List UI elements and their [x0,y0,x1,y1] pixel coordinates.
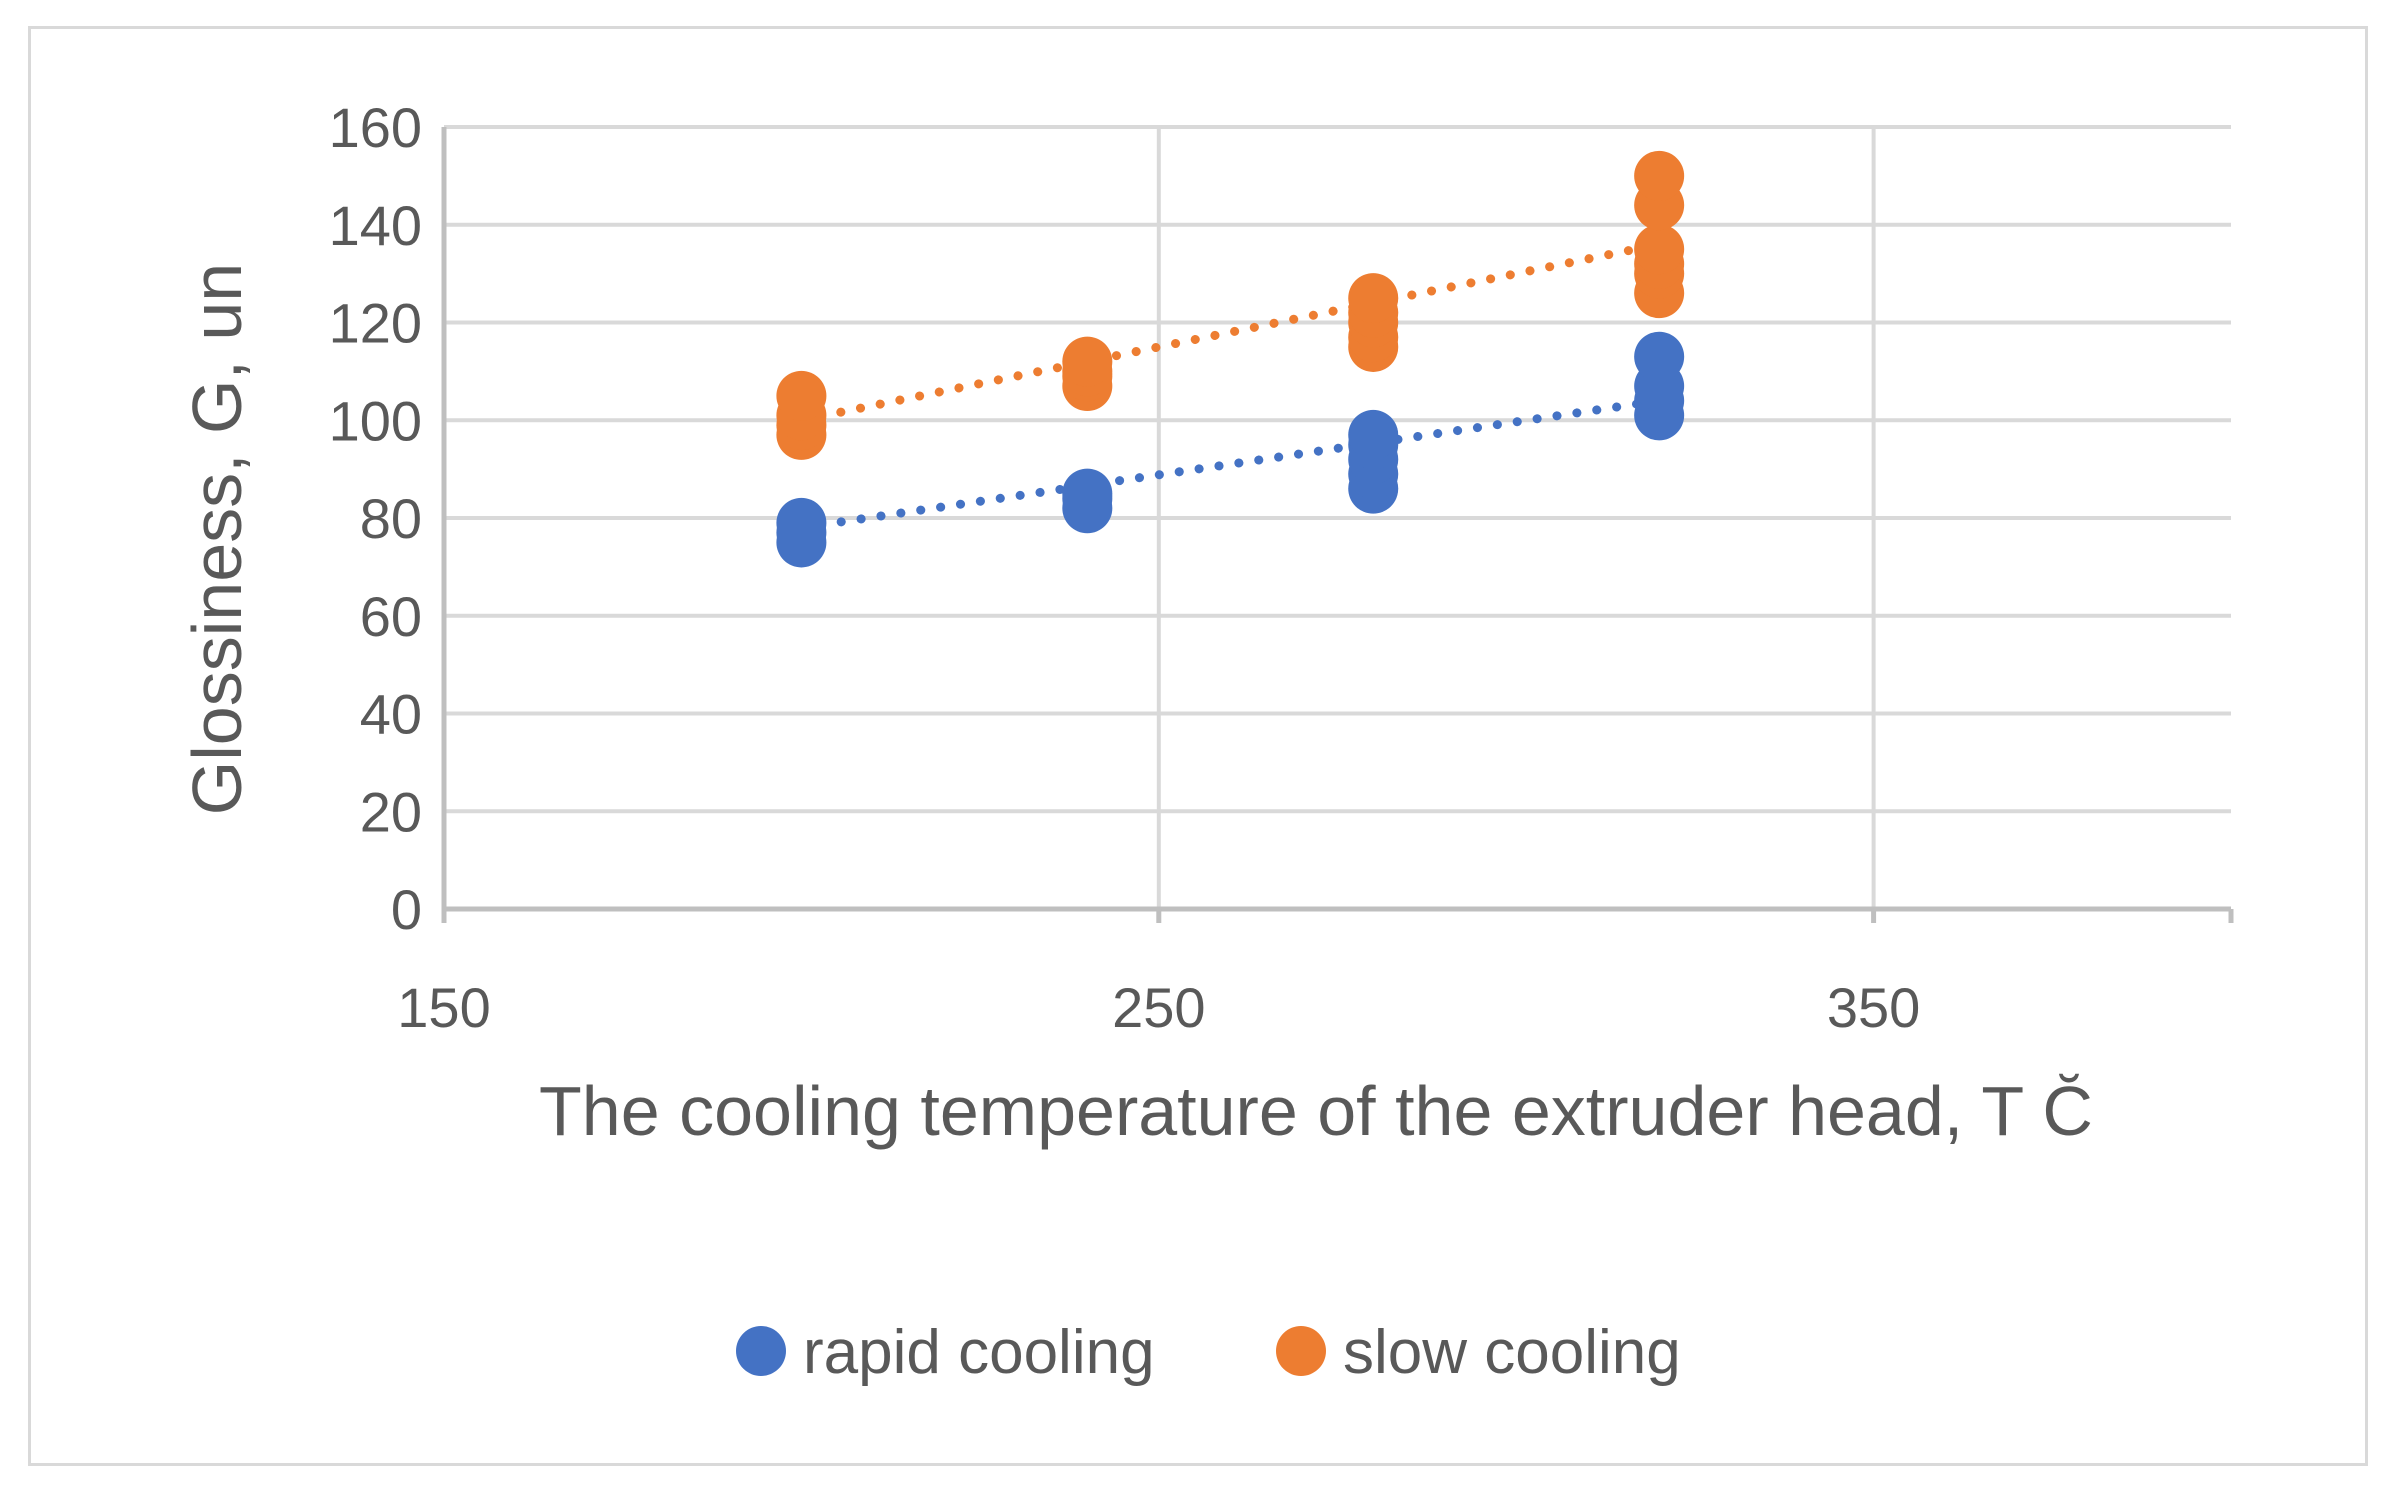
data-point-slow-cooling [1634,224,1685,275]
data-point-rapid-cooling [1634,331,1685,382]
legend-label-rapid-cooling: rapid cooling [803,1318,1155,1387]
data-point-rapid-cooling [1348,409,1399,460]
legend-marker-rapid-cooling [736,1326,786,1376]
y-tick-label: 100 [329,389,422,452]
tick-label-layer: 0 20 40 60 80 100 120 140 160 150 250 350 [329,96,1921,1039]
y-tick-label: 60 [360,585,422,648]
y-tick-label: 40 [360,683,422,746]
x-tick-label: 350 [1827,976,1920,1039]
x-axis-title: The cooling temperature of the extruder … [539,1072,2093,1150]
x-tick-label: 250 [1112,976,1205,1039]
y-tick-label: 20 [360,780,422,843]
legend: rapid cooling slow cooling [736,1318,1681,1387]
trendline-rapid-cooling [796,396,1664,533]
data-point-slow-cooling [1634,150,1685,201]
y-tick-label: 120 [329,292,422,355]
data-point-slow-cooling [1062,336,1113,387]
x-tick-label: 150 [397,976,490,1039]
y-tick-label: 140 [329,194,422,257]
data-point-slow-cooling [1348,273,1399,324]
trendline-layer [796,239,1664,533]
y-tick-label: 160 [329,96,422,159]
y-tick-label: 80 [360,487,422,550]
data-point-slow-cooling [776,370,827,421]
legend-label-slow-cooling: slow cooling [1343,1318,1681,1387]
axis-layer [441,127,2234,923]
grid-layer [444,125,2231,909]
chart-svg: 0 20 40 60 80 100 120 140 160 150 250 350 The cooli… [178,96,2234,1387]
data-point-rapid-cooling [1062,468,1113,519]
chart-frame: 0 20 40 60 80 100 120 140 160 150 250 350 The cooli… [28,26,2368,1466]
trendline-slow-cooling [796,239,1664,425]
legend-marker-slow-cooling [1276,1326,1326,1376]
y-tick-label: 0 [391,878,422,941]
points-layer [776,150,1685,568]
data-point-rapid-cooling [776,497,827,548]
y-axis-title: Glossiness, G, un [178,263,256,815]
